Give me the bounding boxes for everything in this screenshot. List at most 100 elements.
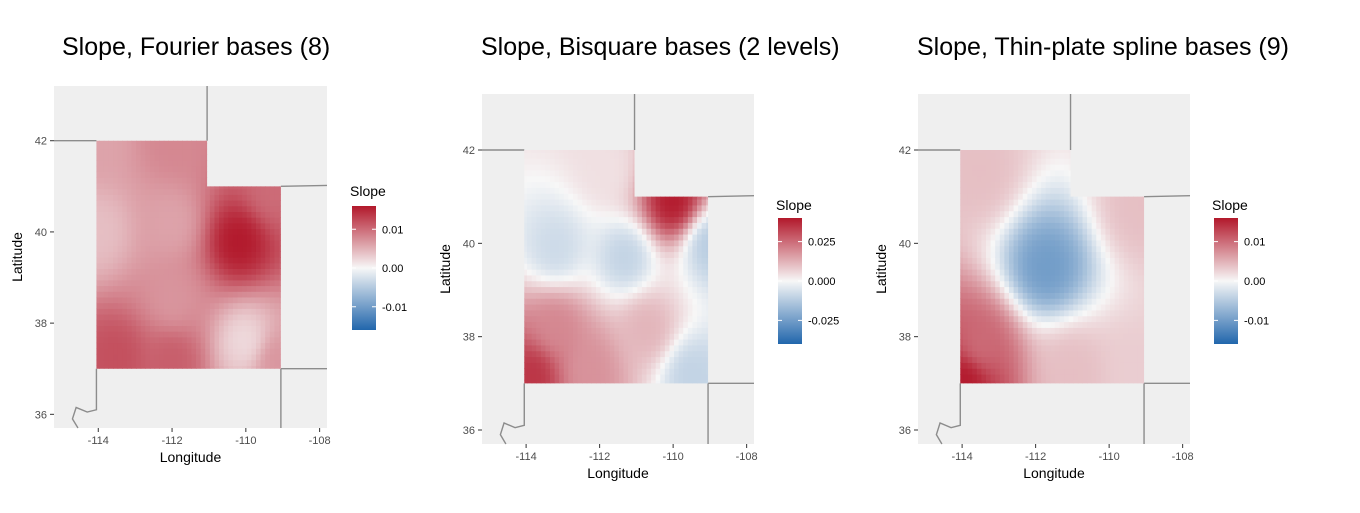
heat-cell (642, 281, 647, 287)
heat-cell (1014, 199, 1019, 205)
heat-cell (619, 316, 624, 322)
heat-cell (578, 281, 583, 287)
heat-cell (697, 275, 702, 281)
heat-cell (182, 166, 187, 172)
heat-cell (164, 172, 169, 178)
heat-cell (1073, 211, 1078, 217)
heat-cell (173, 360, 178, 366)
heat-cell (1119, 240, 1124, 246)
heat-cell (168, 297, 173, 303)
heat-cell (238, 286, 243, 292)
heat-cell (1027, 298, 1032, 304)
heat-cell (568, 275, 573, 281)
heat-cell (1128, 281, 1133, 287)
heat-cell (697, 269, 702, 275)
heat-cell (633, 345, 638, 351)
heat-cell (1032, 152, 1037, 158)
heat-cell (178, 143, 183, 149)
heat-cell (697, 333, 702, 339)
heat-cell (1032, 211, 1037, 217)
heat-cell (182, 354, 187, 360)
heat-cell (977, 351, 982, 357)
heat-cell (541, 345, 546, 351)
heat-cell (991, 228, 996, 234)
heat-cell (256, 331, 261, 337)
heat-cell (1087, 351, 1092, 357)
heat-cell (1078, 217, 1083, 223)
heat-cell (104, 217, 109, 223)
heat-cell (1078, 316, 1083, 322)
heat-cell (692, 339, 697, 345)
heat-cell (660, 304, 665, 310)
heat-cell (995, 252, 1000, 258)
heat-cell (568, 345, 573, 351)
heat-cell (1027, 339, 1032, 345)
heat-cell (1096, 246, 1101, 252)
heat-cell (536, 263, 541, 269)
heat-cell (1092, 281, 1097, 287)
heat-cell (628, 298, 633, 304)
heat-cell (683, 287, 688, 293)
heat-cell (228, 303, 233, 309)
x-tick-label: -110 (663, 451, 684, 463)
heat-cell (224, 274, 229, 280)
heat-cell (1050, 193, 1055, 199)
heat-cell (242, 268, 247, 274)
heat-cell (642, 275, 647, 281)
heat-cell (692, 287, 697, 293)
heat-cell (683, 211, 688, 217)
heat-cell (555, 287, 560, 293)
heat-cell (164, 189, 169, 195)
heat-cell (1064, 322, 1069, 328)
heat-cell (573, 252, 578, 258)
heat-cell (127, 194, 132, 200)
heat-cell (995, 287, 1000, 293)
heat-cell (536, 246, 541, 252)
heat-cell (205, 217, 210, 223)
heat-cell (178, 308, 183, 314)
heat-cell (141, 177, 146, 183)
heat-cell (1096, 228, 1101, 234)
heat-cell (136, 160, 141, 166)
heat-cell (1115, 339, 1120, 345)
heat-cell (159, 331, 164, 337)
heat-cell (1000, 152, 1005, 158)
heat-cell (173, 291, 178, 297)
heat-cell (545, 362, 550, 368)
heat-cell (688, 240, 693, 246)
heat-cell (1046, 234, 1051, 240)
heat-cell (1027, 316, 1032, 322)
heat-cell (145, 320, 150, 326)
heat-cell (1119, 205, 1124, 211)
heat-cell (261, 240, 266, 246)
heat-cell (242, 331, 247, 337)
heat-cell (1050, 158, 1055, 164)
heat-cell (1101, 269, 1106, 275)
heat-cell (981, 263, 986, 269)
heat-cell (99, 194, 104, 200)
heat-cell (1096, 357, 1101, 363)
heat-cell (1101, 368, 1106, 374)
heat-cell (624, 182, 629, 188)
heat-cell (1073, 269, 1078, 275)
heat-cell (564, 281, 569, 287)
heat-cell (131, 320, 136, 326)
heat-cell (669, 217, 674, 223)
heat-cell (972, 176, 977, 182)
heat-cell (270, 331, 275, 337)
heat-cell (545, 158, 550, 164)
heat-cell (578, 304, 583, 310)
heat-cell (173, 348, 178, 354)
heat-cell (527, 362, 532, 368)
heat-cell (136, 280, 141, 286)
heat-cell (173, 223, 178, 229)
heat-cell (573, 304, 578, 310)
heat-cell (1027, 152, 1032, 158)
heat-cell (173, 177, 178, 183)
heat-cell (614, 287, 619, 293)
heat-cell (1060, 316, 1065, 322)
heat-cell (242, 343, 247, 349)
heat-cell (610, 205, 615, 211)
heat-cell (527, 298, 532, 304)
heat-cell (127, 325, 132, 331)
